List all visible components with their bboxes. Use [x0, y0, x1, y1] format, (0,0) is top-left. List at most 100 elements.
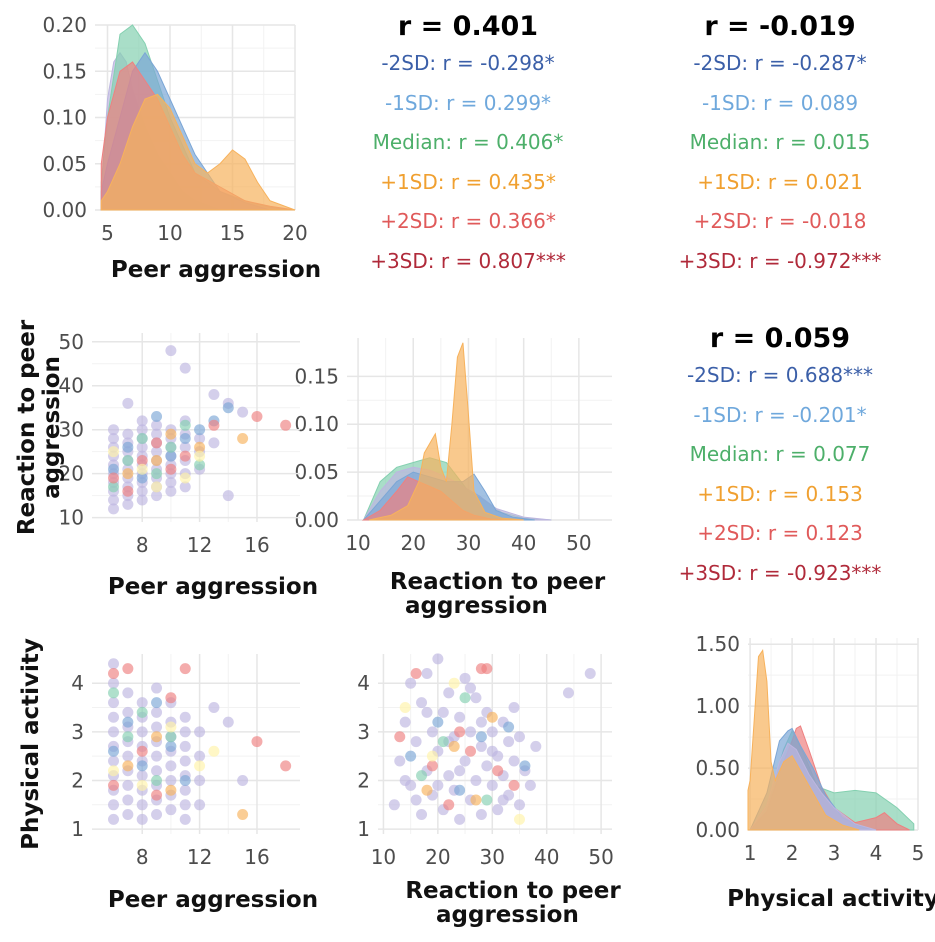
point-purple	[165, 345, 177, 357]
point-purple	[194, 799, 206, 811]
point-green	[194, 459, 206, 471]
point-green	[416, 770, 428, 782]
correlation-pos2sd: +2SD: r = 0.123	[697, 521, 863, 545]
x-tick-label: 8	[136, 845, 149, 869]
x-tick-label: 12	[187, 533, 212, 557]
point-purple	[151, 428, 163, 440]
x-axis-label: Peer aggression	[108, 574, 318, 600]
y-tick-label: 4	[357, 671, 370, 695]
point-blue	[122, 441, 134, 453]
correlation-median: Median: r = 0.077	[689, 442, 871, 466]
point-red	[136, 745, 148, 757]
correlation-pos1sd: +1SD: r = 0.435*	[380, 169, 556, 194]
correlation-overall: r = 0.401	[397, 11, 539, 42]
point-purple	[122, 397, 134, 409]
point-blue	[165, 740, 177, 752]
point-red	[251, 736, 263, 748]
point-red	[165, 463, 177, 475]
point-green	[136, 706, 148, 718]
point-blue	[151, 697, 163, 709]
point-yellow	[513, 813, 525, 825]
point-purple	[136, 415, 148, 427]
point-yellow	[151, 481, 163, 493]
point-red	[122, 663, 134, 675]
point-red	[108, 779, 120, 791]
y-tick-label: 0.10	[294, 412, 339, 436]
point-red	[481, 663, 493, 675]
point-purple	[108, 677, 120, 689]
correlation-neg1sd: -1SD: r = 0.299*	[384, 90, 552, 115]
point-red	[122, 485, 134, 497]
point-purple	[165, 485, 177, 497]
point-purple	[179, 711, 191, 723]
point-green	[108, 481, 120, 493]
point-purple	[108, 432, 120, 444]
point-purple	[465, 726, 477, 738]
point-green	[108, 687, 120, 699]
correlation-median: Median: r = 0.406*	[372, 130, 564, 154]
point-purple	[151, 765, 163, 777]
point-purple	[208, 389, 220, 401]
x-tick-label: 2	[786, 841, 799, 865]
y-axis-label: Reaction to peer	[14, 319, 40, 535]
point-orange	[165, 784, 177, 796]
y-tick-label: 2	[357, 768, 370, 792]
x-tick-label: 50	[566, 531, 591, 555]
x-tick-label: 15	[220, 221, 245, 245]
correlation-pos1sd: +1SD: r = 0.153	[697, 481, 863, 506]
point-purple	[108, 697, 120, 709]
x-tick-label: 16	[244, 845, 269, 869]
point-red	[251, 411, 263, 423]
point-purple	[503, 736, 515, 748]
point-red	[280, 760, 292, 772]
point-purple	[136, 770, 148, 782]
point-purple	[470, 774, 482, 786]
point-purple	[508, 702, 520, 714]
point-green	[165, 441, 177, 453]
point-purple	[151, 809, 163, 821]
panel-density-physical: 1 2 3 4 5 0.00 0.50 1.00 1.50 Physical activity	[695, 632, 935, 912]
x-tick-label: 4	[870, 841, 883, 865]
point-red	[208, 419, 220, 431]
x-axis-label: Physical activity	[727, 886, 935, 912]
point-purple	[454, 765, 466, 777]
point-red	[492, 765, 504, 777]
panel-density-peer: 5 10 15 20 0.00 0.05 0.10 0.15 0.20 Peer aggressi…	[42, 13, 321, 283]
point-purple	[136, 697, 148, 709]
x-axis-label: Peer aggression	[108, 887, 318, 913]
point-orange	[122, 468, 134, 480]
point-purple	[492, 804, 504, 816]
point-red	[151, 789, 163, 801]
point-green	[151, 468, 163, 480]
point-green	[136, 432, 148, 444]
point-orange	[470, 794, 482, 806]
point-blue	[108, 745, 120, 757]
point-purple	[486, 726, 498, 738]
point-purple	[122, 687, 134, 699]
correlation-pos3sd: +3SD: r = -0.923***	[678, 560, 882, 585]
point-red	[508, 779, 520, 791]
point-blue	[165, 450, 177, 462]
correlation-neg1sd: -1SD: r = -0.201*	[693, 402, 867, 427]
point-purple	[497, 794, 509, 806]
y-tick-label: 40	[59, 374, 84, 398]
point-purple	[454, 711, 466, 723]
point-red	[165, 692, 177, 704]
point-purple	[208, 702, 220, 714]
point-blue	[151, 411, 163, 423]
point-yellow	[194, 760, 206, 772]
point-yellow	[136, 779, 148, 791]
x-tick-label: 40	[534, 845, 559, 869]
point-green	[122, 731, 134, 743]
point-green	[151, 774, 163, 786]
point-purple	[465, 682, 477, 694]
point-purple	[237, 774, 249, 786]
y-tick-label: 0.15	[42, 59, 87, 83]
point-yellow	[165, 721, 177, 733]
point-purple	[136, 485, 148, 497]
point-orange	[151, 731, 163, 743]
point-purple	[151, 721, 163, 733]
point-purple	[179, 740, 191, 752]
x-tick-label: 30	[480, 845, 505, 869]
